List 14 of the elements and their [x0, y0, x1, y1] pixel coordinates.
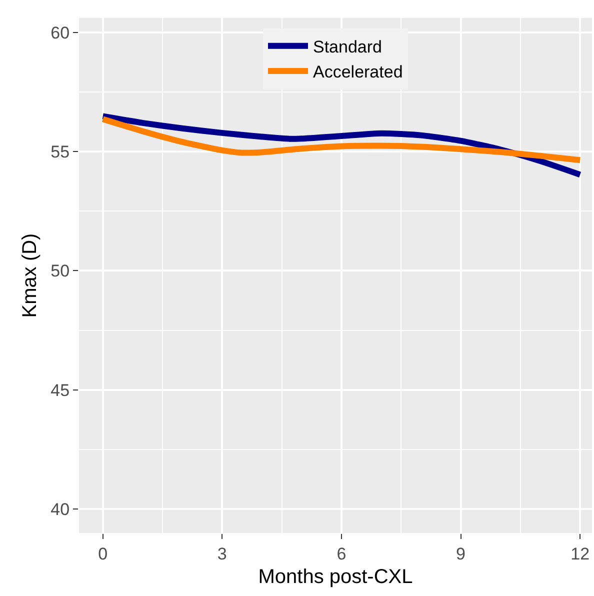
y-tick-label: 45 [50, 380, 70, 400]
y-tick-label: 40 [50, 500, 70, 520]
y-tick-label: 60 [50, 23, 70, 42]
x-tick-label: 0 [98, 544, 108, 564]
x-tick-label: 6 [336, 544, 346, 564]
x-tick-label: 3 [217, 544, 227, 564]
x-tick-label: 9 [456, 544, 466, 564]
legend-label: Standard [313, 37, 382, 56]
x-tick-label: 12 [570, 544, 590, 564]
y-tick-label: 50 [50, 262, 70, 281]
y-axis-title: Kmax (D) [19, 233, 42, 318]
legend-label: Accelerated [313, 62, 403, 82]
y-tick-label: 55 [50, 142, 70, 162]
x-axis-title: Months post-CXL [258, 566, 413, 588]
